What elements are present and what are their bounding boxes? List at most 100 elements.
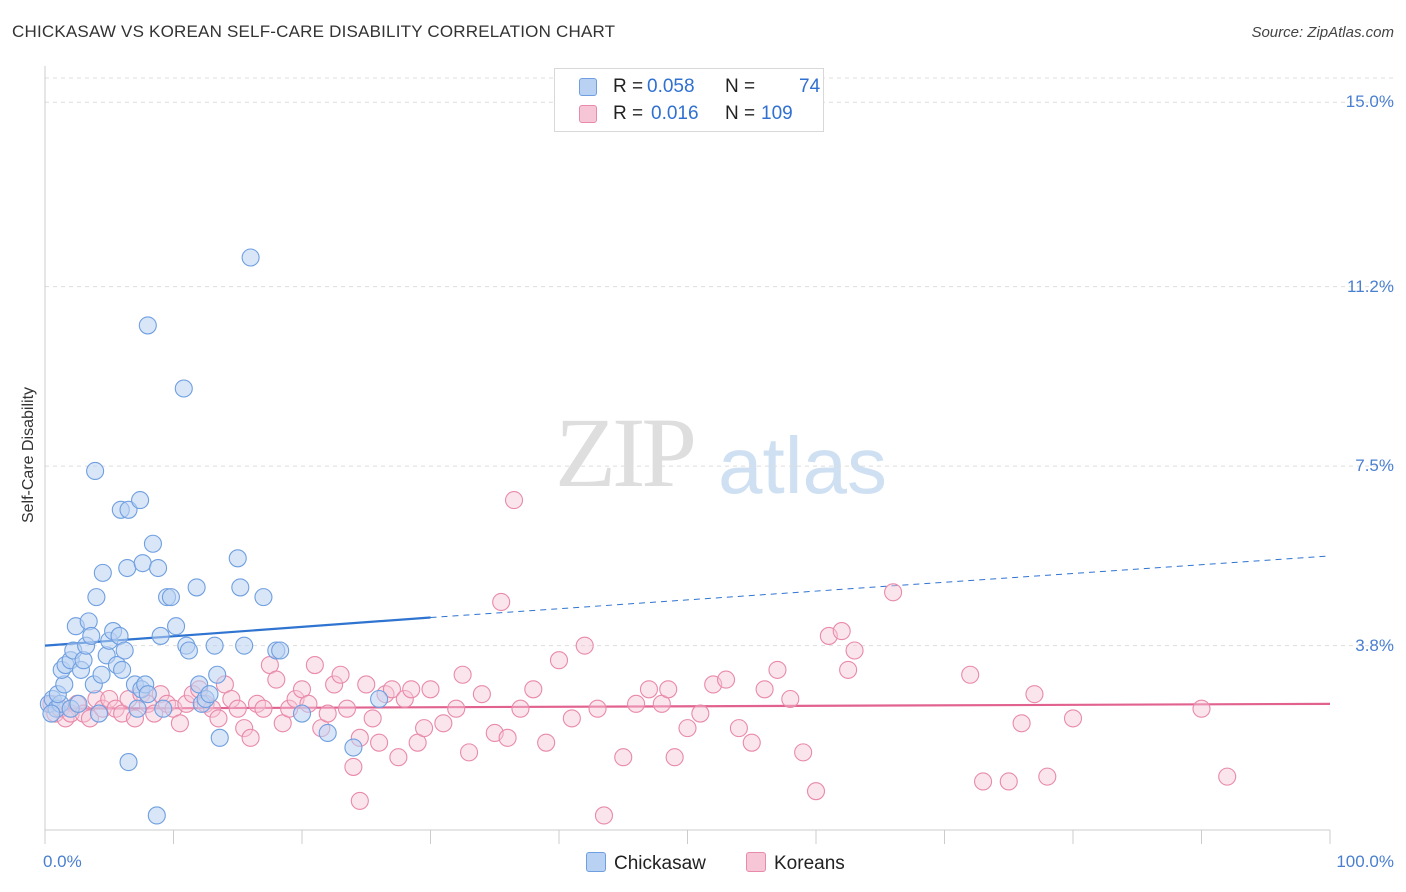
legend-n-label: N =: [725, 103, 756, 124]
point-chickasaw: [149, 558, 168, 578]
point-koreans: [794, 743, 813, 762]
correlation-legend: R = 0.058 N = 74 R = 0.016 N = 109: [554, 68, 824, 132]
point-chickasaw: [370, 689, 389, 709]
legend-item-koreans[interactable]: Koreans: [746, 852, 845, 875]
point-koreans: [1025, 685, 1044, 704]
point-chickasaw: [119, 753, 138, 772]
point-chickasaw: [174, 379, 193, 398]
point-koreans: [594, 806, 614, 825]
gridlines: [45, 77, 1395, 647]
point-chickasaw: [254, 588, 273, 607]
point-koreans: [415, 719, 434, 738]
x-tick-label-min: 0.0%: [43, 852, 82, 871]
point-chickasaw: [42, 704, 61, 723]
chart-source: Source: ZipAtlas.com: [1251, 24, 1394, 41]
point-koreans: [806, 782, 826, 801]
legend-row-chickasaw: R = 0.058 N = 74: [555, 74, 823, 100]
point-chickasaw: [228, 549, 247, 568]
point-chickasaw: [292, 704, 312, 723]
point-koreans: [370, 733, 389, 752]
point-chickasaw: [179, 641, 198, 660]
point-koreans: [832, 622, 851, 641]
point-chickasaw: [187, 578, 206, 597]
point-chickasaw: [86, 461, 105, 481]
legend-r-label: R =: [613, 76, 644, 97]
point-koreans: [222, 689, 241, 709]
point-chickasaw: [118, 558, 137, 578]
trend-chickasaw-dashed: [430, 555, 1331, 618]
point-chickasaw: [151, 626, 170, 645]
point-koreans: [357, 675, 376, 694]
point-koreans: [524, 680, 543, 699]
legend-swatch-pink: [746, 852, 766, 872]
legend-label-koreans: Koreans: [774, 853, 845, 874]
point-chickasaw: [128, 699, 147, 718]
point-koreans: [382, 680, 402, 699]
point-koreans: [716, 670, 736, 689]
point-koreans: [639, 680, 659, 699]
point-koreans: [549, 651, 569, 670]
point-koreans: [973, 772, 993, 791]
point-koreans: [1012, 714, 1031, 733]
point-koreans: [562, 709, 581, 728]
legend-row-koreans: R = 0.016 N = 109: [555, 101, 823, 127]
point-chickasaw: [205, 636, 224, 655]
point-koreans: [453, 665, 472, 684]
legend-r-label: R =: [613, 103, 644, 124]
point-koreans: [344, 757, 363, 776]
point-chickasaw: [200, 685, 219, 704]
point-chickasaw: [82, 626, 101, 645]
point-chickasaw: [147, 806, 166, 825]
point-chickasaw: [92, 665, 111, 684]
point-koreans: [845, 641, 864, 660]
legend-item-chickasaw[interactable]: Chickasaw: [586, 852, 706, 875]
legend-swatch-pink: [579, 105, 597, 123]
point-koreans: [1063, 709, 1083, 728]
legend-r-value: 0.016: [651, 103, 699, 124]
legend-r-value: 0.058: [647, 76, 695, 97]
legend-label-chickasaw: Chickasaw: [614, 853, 706, 874]
point-koreans: [421, 680, 440, 699]
point-chickasaw: [131, 491, 150, 510]
point-koreans: [395, 689, 414, 709]
point-chickasaw: [235, 636, 254, 655]
point-koreans: [884, 583, 903, 602]
point-chickasaw: [161, 588, 180, 607]
point-koreans: [325, 675, 344, 694]
point-koreans: [691, 704, 710, 723]
point-koreans: [781, 689, 800, 709]
point-koreans: [305, 655, 324, 675]
point-koreans: [337, 699, 357, 718]
legend-n-value: 109: [761, 103, 793, 124]
point-chickasaw: [271, 641, 290, 660]
point-chickasaw: [138, 316, 157, 335]
point-koreans: [1218, 767, 1237, 786]
point-koreans: [331, 665, 350, 684]
point-koreans: [742, 733, 761, 752]
point-koreans: [665, 748, 684, 767]
y-tick-label: 7.5%: [1355, 456, 1394, 476]
point-chickasaw: [154, 699, 173, 718]
watermark-atlas: atlas: [718, 421, 887, 510]
point-koreans: [447, 699, 466, 718]
point-koreans: [254, 699, 273, 718]
point-koreans: [492, 592, 511, 612]
point-koreans: [504, 491, 524, 510]
point-koreans: [614, 748, 633, 767]
point-koreans: [170, 714, 189, 733]
point-koreans: [768, 660, 787, 679]
point-chickasaw: [241, 248, 260, 267]
point-koreans: [318, 704, 337, 723]
y-axis-label: Self-Care Disability: [20, 386, 37, 524]
point-chickasaw: [115, 641, 134, 660]
watermark-zip: ZIP: [555, 397, 697, 508]
point-chickasaw: [89, 704, 109, 723]
point-chickasaw: [208, 665, 227, 684]
data-points: [39, 248, 1237, 825]
point-koreans: [729, 719, 748, 738]
y-tick-label: 15.0%: [1345, 92, 1394, 112]
point-koreans: [209, 709, 228, 728]
point-koreans: [678, 719, 697, 738]
point-chickasaw: [138, 685, 157, 704]
y-tick-label: 11.2%: [1347, 276, 1394, 296]
